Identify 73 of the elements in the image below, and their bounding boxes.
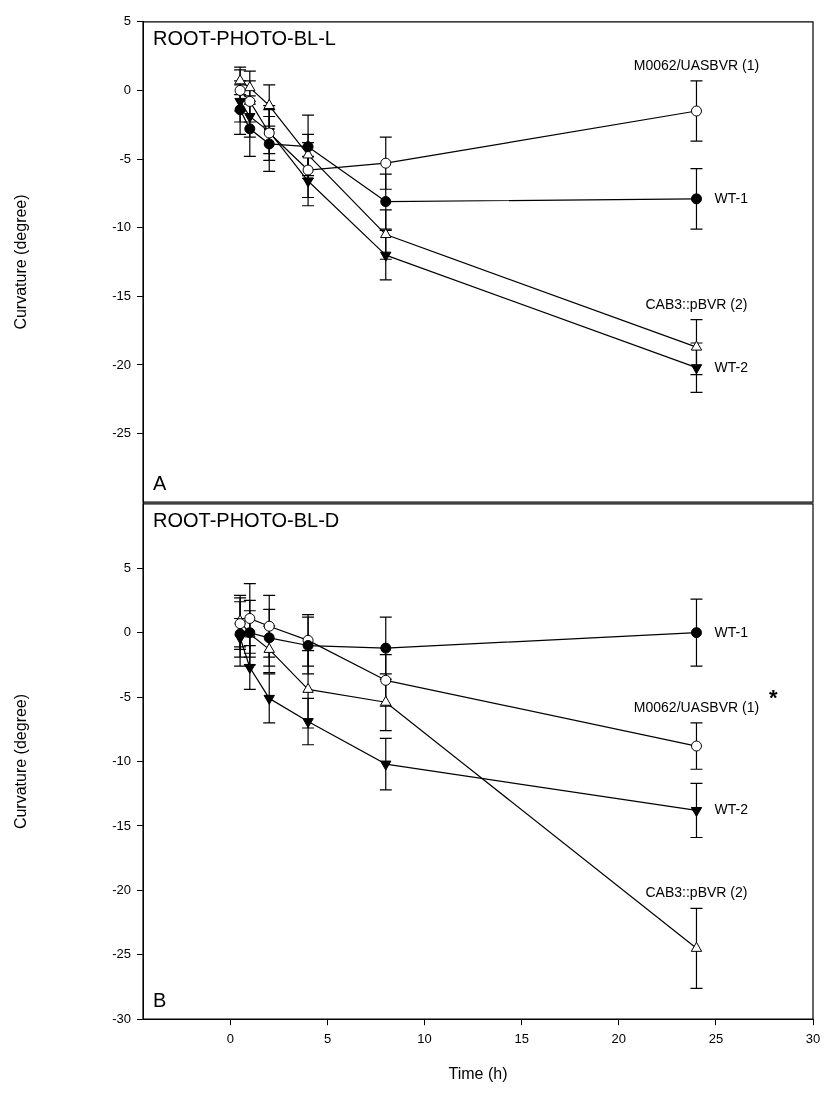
point: [380, 674, 392, 686]
point: [234, 74, 246, 85]
point: [380, 251, 392, 262]
point: [244, 663, 256, 674]
point: [263, 620, 275, 632]
series-label: WT-1: [714, 623, 749, 640]
point: [263, 138, 275, 150]
point: [244, 123, 256, 135]
x-tick-label: 10: [417, 1030, 432, 1046]
text: M0062/UASBVR (1): [633, 56, 760, 73]
point: [690, 364, 703, 375]
y-tick-label: 0: [123, 624, 131, 640]
y-tick-label: -25: [112, 946, 131, 962]
point: [302, 141, 314, 153]
y-tick-label: -15: [112, 817, 131, 833]
point: [690, 627, 702, 639]
point: [380, 196, 392, 208]
y-tick-label: -20: [112, 356, 131, 372]
point: [234, 628, 246, 640]
point: [234, 84, 246, 96]
annotation: B: [153, 988, 167, 1011]
point: [244, 95, 256, 107]
point: [690, 105, 702, 117]
point: [380, 228, 392, 239]
point: [690, 941, 703, 952]
point: [234, 104, 246, 116]
y-tick-label: -20: [112, 881, 131, 897]
x-axis-title: Time (h): [448, 1064, 508, 1082]
x-tick-label: 15: [514, 1030, 529, 1046]
y-tick-label: -10: [112, 219, 131, 235]
point: [380, 760, 392, 771]
x-tick-label: 0: [226, 1030, 235, 1046]
annotation: A: [153, 471, 167, 494]
x-tick-label: 30: [805, 1030, 821, 1046]
point: [234, 618, 246, 630]
point: [690, 193, 702, 205]
point: [380, 157, 392, 169]
point: [380, 642, 392, 654]
chart-title: ROOT-PHOTO-BL-L: [153, 27, 336, 50]
y-tick-label: -30: [112, 1010, 131, 1026]
point: [263, 99, 275, 110]
series-label: WT-1: [714, 189, 749, 206]
y-tick-label: 5: [123, 13, 131, 29]
series-label: CAB3::pBVR (2): [645, 295, 748, 312]
y-tick-label: -15: [112, 287, 131, 303]
y-tick-label: -5: [119, 150, 131, 166]
point: [263, 632, 275, 644]
point: [690, 740, 702, 752]
point: [302, 682, 314, 693]
point: [263, 642, 275, 653]
chart-title: ROOT-PHOTO-BL-D: [153, 509, 340, 532]
y-tick-label: -25: [112, 425, 131, 441]
series-label: WT-2: [714, 801, 749, 818]
x-tick-label: 20: [611, 1030, 627, 1046]
x-tick-label: 25: [708, 1030, 724, 1046]
point: [302, 164, 314, 176]
annotation: *: [769, 684, 779, 710]
point: [263, 694, 275, 705]
y-tick-label: -10: [112, 753, 131, 769]
point: [244, 81, 256, 92]
x-tick-label: 5: [323, 1030, 332, 1046]
point: [302, 177, 314, 188]
y-tick-label: 5: [123, 559, 131, 575]
y-axis-title: Curvature (degree): [12, 693, 30, 830]
series-label: M0062/UASBVR (1): [633, 698, 760, 715]
y-axis-title: Curvature (degree): [12, 194, 30, 330]
series-label: WT-2: [714, 358, 749, 375]
y-tick-label: -5: [119, 688, 131, 704]
point: [244, 612, 256, 624]
series-label: CAB3::pBVR (2): [645, 884, 748, 901]
point: [690, 806, 703, 817]
y-tick-label: 0: [123, 82, 131, 98]
point: [380, 695, 392, 706]
